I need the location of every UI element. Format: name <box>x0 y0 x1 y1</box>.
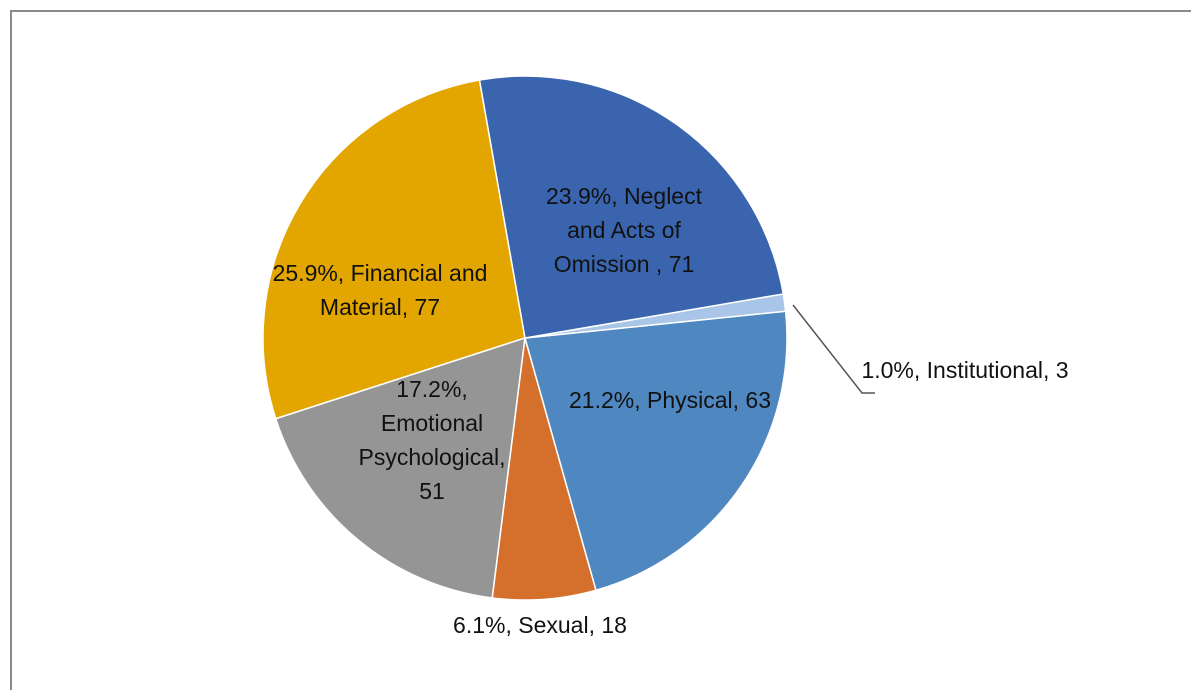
data-label: 23.9%, Neglect and Acts of Omission , 71 <box>546 183 702 277</box>
pie-slice <box>524 310 788 592</box>
data-label: 25.9%, Financial and Material, 77 <box>272 260 488 320</box>
data-label: 17.2%, Emotional Psychological, 51 <box>358 376 506 504</box>
leader-line <box>792 304 875 394</box>
pie-slice <box>262 79 526 420</box>
chart-frame <box>10 10 1191 690</box>
data-label: 6.1%, Sexual, 18 <box>453 612 627 638</box>
data-label: 21.2%, Physical, 63 <box>568 387 771 413</box>
pie-slice <box>478 75 785 339</box>
pie-slice <box>274 336 526 599</box>
data-label: 1.0%, Institutional, 3 <box>861 357 1069 383</box>
